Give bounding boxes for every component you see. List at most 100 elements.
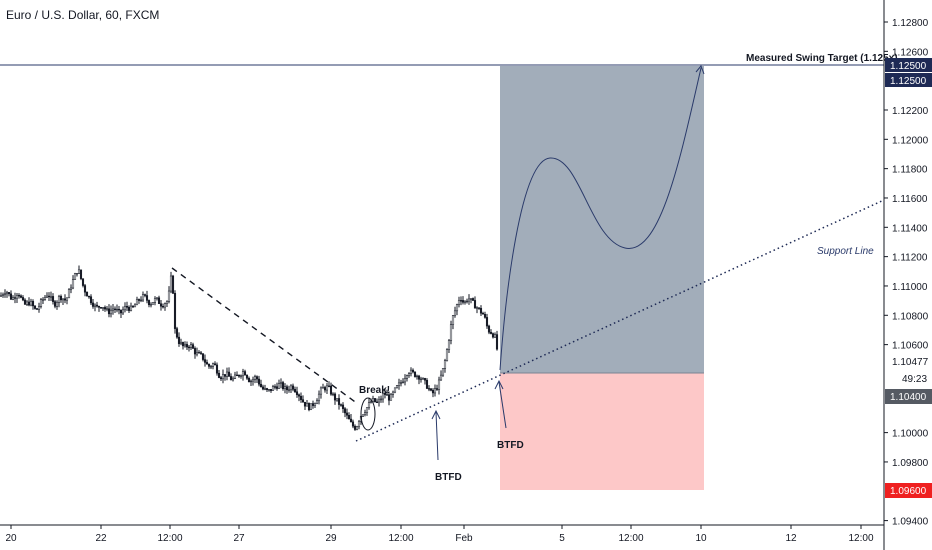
candle-body: [327, 385, 331, 387]
countdown-label: 49:23: [902, 374, 927, 385]
candle-body: [363, 412, 367, 415]
candle-body: [427, 388, 431, 390]
candle-body: [17, 295, 21, 297]
candle-body: [405, 375, 409, 379]
stop-tag: 1.09600: [890, 486, 927, 497]
candle-body: [303, 401, 307, 407]
btfd-arrow-2-shaft: [498, 381, 507, 429]
candle-body: [433, 388, 437, 394]
candle-body: [53, 301, 57, 307]
candle-body: [185, 344, 189, 348]
target-tag-bg: [885, 58, 932, 72]
candle-body: [275, 386, 279, 389]
candle-body: [351, 421, 355, 427]
time-tick-label: 12: [785, 533, 797, 544]
candle-body: [333, 393, 337, 401]
candle-body: [83, 285, 87, 293]
candle-body: [127, 307, 131, 311]
candle-body: [317, 393, 321, 402]
candle-body: [47, 295, 51, 298]
candle-body: [313, 403, 317, 406]
candle-body: [217, 372, 221, 378]
candle-body: [403, 378, 407, 383]
candle-body: [119, 309, 123, 314]
candle-body: [155, 297, 159, 299]
candle-body: [315, 400, 319, 405]
candle-body: [79, 269, 83, 279]
btfd-arrow-2-head: [494, 379, 504, 390]
candle-body: [241, 371, 245, 377]
candle-body: [289, 385, 293, 391]
support-line-label: Support Line: [817, 246, 874, 257]
candle-body: [337, 398, 341, 405]
candle-body: [179, 342, 183, 344]
candle-body: [481, 312, 485, 315]
candle-body: [477, 307, 481, 309]
candle-body: [193, 348, 197, 355]
candle-body: [153, 298, 157, 303]
candle-body: [325, 385, 329, 391]
candle-body: [277, 383, 281, 389]
candle-body: [203, 359, 207, 363]
candle-body: [3, 293, 7, 296]
candle-body: [213, 363, 217, 366]
candle-body: [343, 408, 347, 414]
candle-body: [457, 300, 461, 305]
candle-body: [409, 369, 413, 374]
candle-body: [319, 387, 323, 395]
candle-body: [45, 295, 49, 298]
candle-body: [13, 297, 17, 299]
candle-body: [293, 389, 297, 393]
candle-body: [111, 308, 115, 311]
candle-body: [97, 305, 101, 308]
candle-body: [33, 305, 37, 309]
price-tick-label: 1.10800: [892, 311, 929, 322]
candle-body: [335, 398, 339, 401]
candle-body: [167, 290, 171, 302]
price-axis[interactable]: 1.12800 1.12600 1.12200 1.12000 1.11800 1.116…: [884, 18, 929, 528]
btfd-arrow-1-head: [431, 409, 441, 420]
candle-body: [107, 308, 111, 315]
price-tick-label: 1.12000: [892, 135, 929, 146]
candle-body: [441, 368, 445, 376]
candle-body: [75, 273, 79, 275]
candle-body: [219, 377, 223, 380]
candle-body: [129, 305, 133, 311]
candle-body: [237, 374, 241, 377]
candle-body: [247, 377, 251, 383]
candle-body: [267, 389, 271, 391]
candle-body: [109, 309, 113, 315]
candle-body: [483, 314, 487, 318]
candle-body: [349, 418, 353, 423]
candle-body: [361, 414, 365, 417]
candle-body: [369, 401, 373, 404]
candle-body: [479, 308, 483, 314]
candle-body: [309, 403, 313, 411]
candle-body: [29, 301, 33, 306]
candle-body: [161, 305, 165, 308]
time-axis[interactable]: 20 22 12:00 27 29 12:00 Feb 5 12:00 10 12 12:00: [5, 525, 874, 544]
candle-body: [469, 298, 473, 300]
stop-tag-bg: [885, 483, 932, 498]
candle-body: [171, 275, 175, 294]
candle-body: [69, 287, 73, 290]
candle-body: [15, 295, 19, 299]
candle-body: [295, 391, 299, 395]
candle-body: [35, 308, 39, 310]
price-tick-label: 1.10000: [892, 429, 929, 440]
candle-body: [163, 303, 167, 308]
candle-body: [77, 269, 81, 274]
break-ellipse: [360, 397, 376, 431]
candle-body: [231, 378, 235, 381]
candle-body: [299, 395, 303, 400]
candle-body: [31, 301, 35, 307]
candle-body: [429, 388, 433, 391]
time-tick-label: 27: [233, 533, 245, 544]
candle-body: [223, 374, 227, 377]
candle-body: [173, 293, 177, 329]
candle-body: [23, 299, 27, 305]
price-candles: [0, 265, 499, 431]
candle-body: [353, 425, 357, 430]
candle-body: [455, 304, 459, 312]
